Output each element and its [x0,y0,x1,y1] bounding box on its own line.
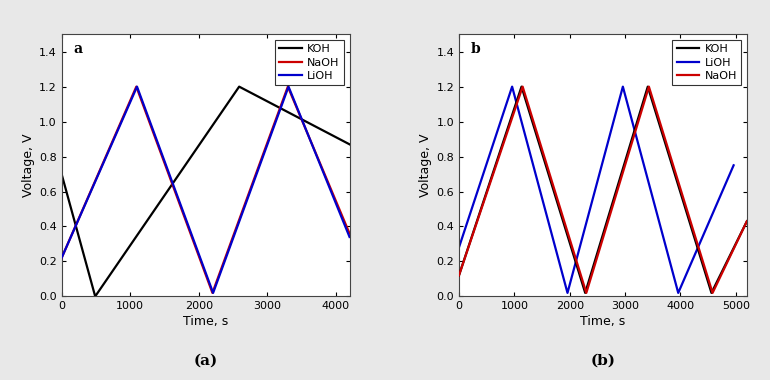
NaOH [345,231,354,236]
KOH [235,84,244,89]
Line: NaOH: NaOH [62,87,350,293]
LiOH [674,291,683,295]
Y-axis label: Voltage, V: Voltage, V [419,133,432,197]
LiOH [132,84,142,89]
KOH [57,172,66,176]
NaOH [283,84,293,89]
KOH [643,84,652,89]
KOH [707,291,716,295]
NaOH [208,291,217,295]
NaOH [581,291,591,295]
LiOH [454,245,464,250]
NaOH [518,84,527,89]
LiOH [618,84,628,89]
Line: LiOH: LiOH [459,87,734,293]
LiOH [563,291,572,295]
Text: (b): (b) [591,354,615,368]
NaOH [644,84,654,89]
KOH [581,291,590,295]
LiOH [729,163,738,168]
KOH [91,294,100,299]
Text: a: a [73,42,82,56]
LiOH [345,235,354,239]
Line: NaOH: NaOH [459,87,747,293]
Legend: KOH, LiOH, NaOH: KOH, LiOH, NaOH [672,40,742,86]
X-axis label: Time, s: Time, s [183,315,228,328]
Line: LiOH: LiOH [62,87,350,293]
KOH [345,142,354,147]
Line: KOH: KOH [459,87,747,293]
LiOH [507,84,517,89]
NaOH [742,219,752,223]
NaOH [132,84,141,89]
Y-axis label: Voltage, V: Voltage, V [22,133,35,197]
Text: b: b [470,42,480,56]
X-axis label: Time, s: Time, s [581,315,625,328]
KOH [517,84,526,89]
LiOH [57,256,66,260]
LiOH [209,291,218,295]
KOH [742,219,752,223]
Legend: KOH, NaOH, LiOH: KOH, NaOH, LiOH [275,40,344,86]
Line: KOH: KOH [62,87,350,296]
Text: (a): (a) [193,354,218,368]
NaOH [708,291,717,295]
LiOH [284,84,293,89]
NaOH [454,273,464,278]
KOH [454,273,464,278]
NaOH [57,256,66,260]
